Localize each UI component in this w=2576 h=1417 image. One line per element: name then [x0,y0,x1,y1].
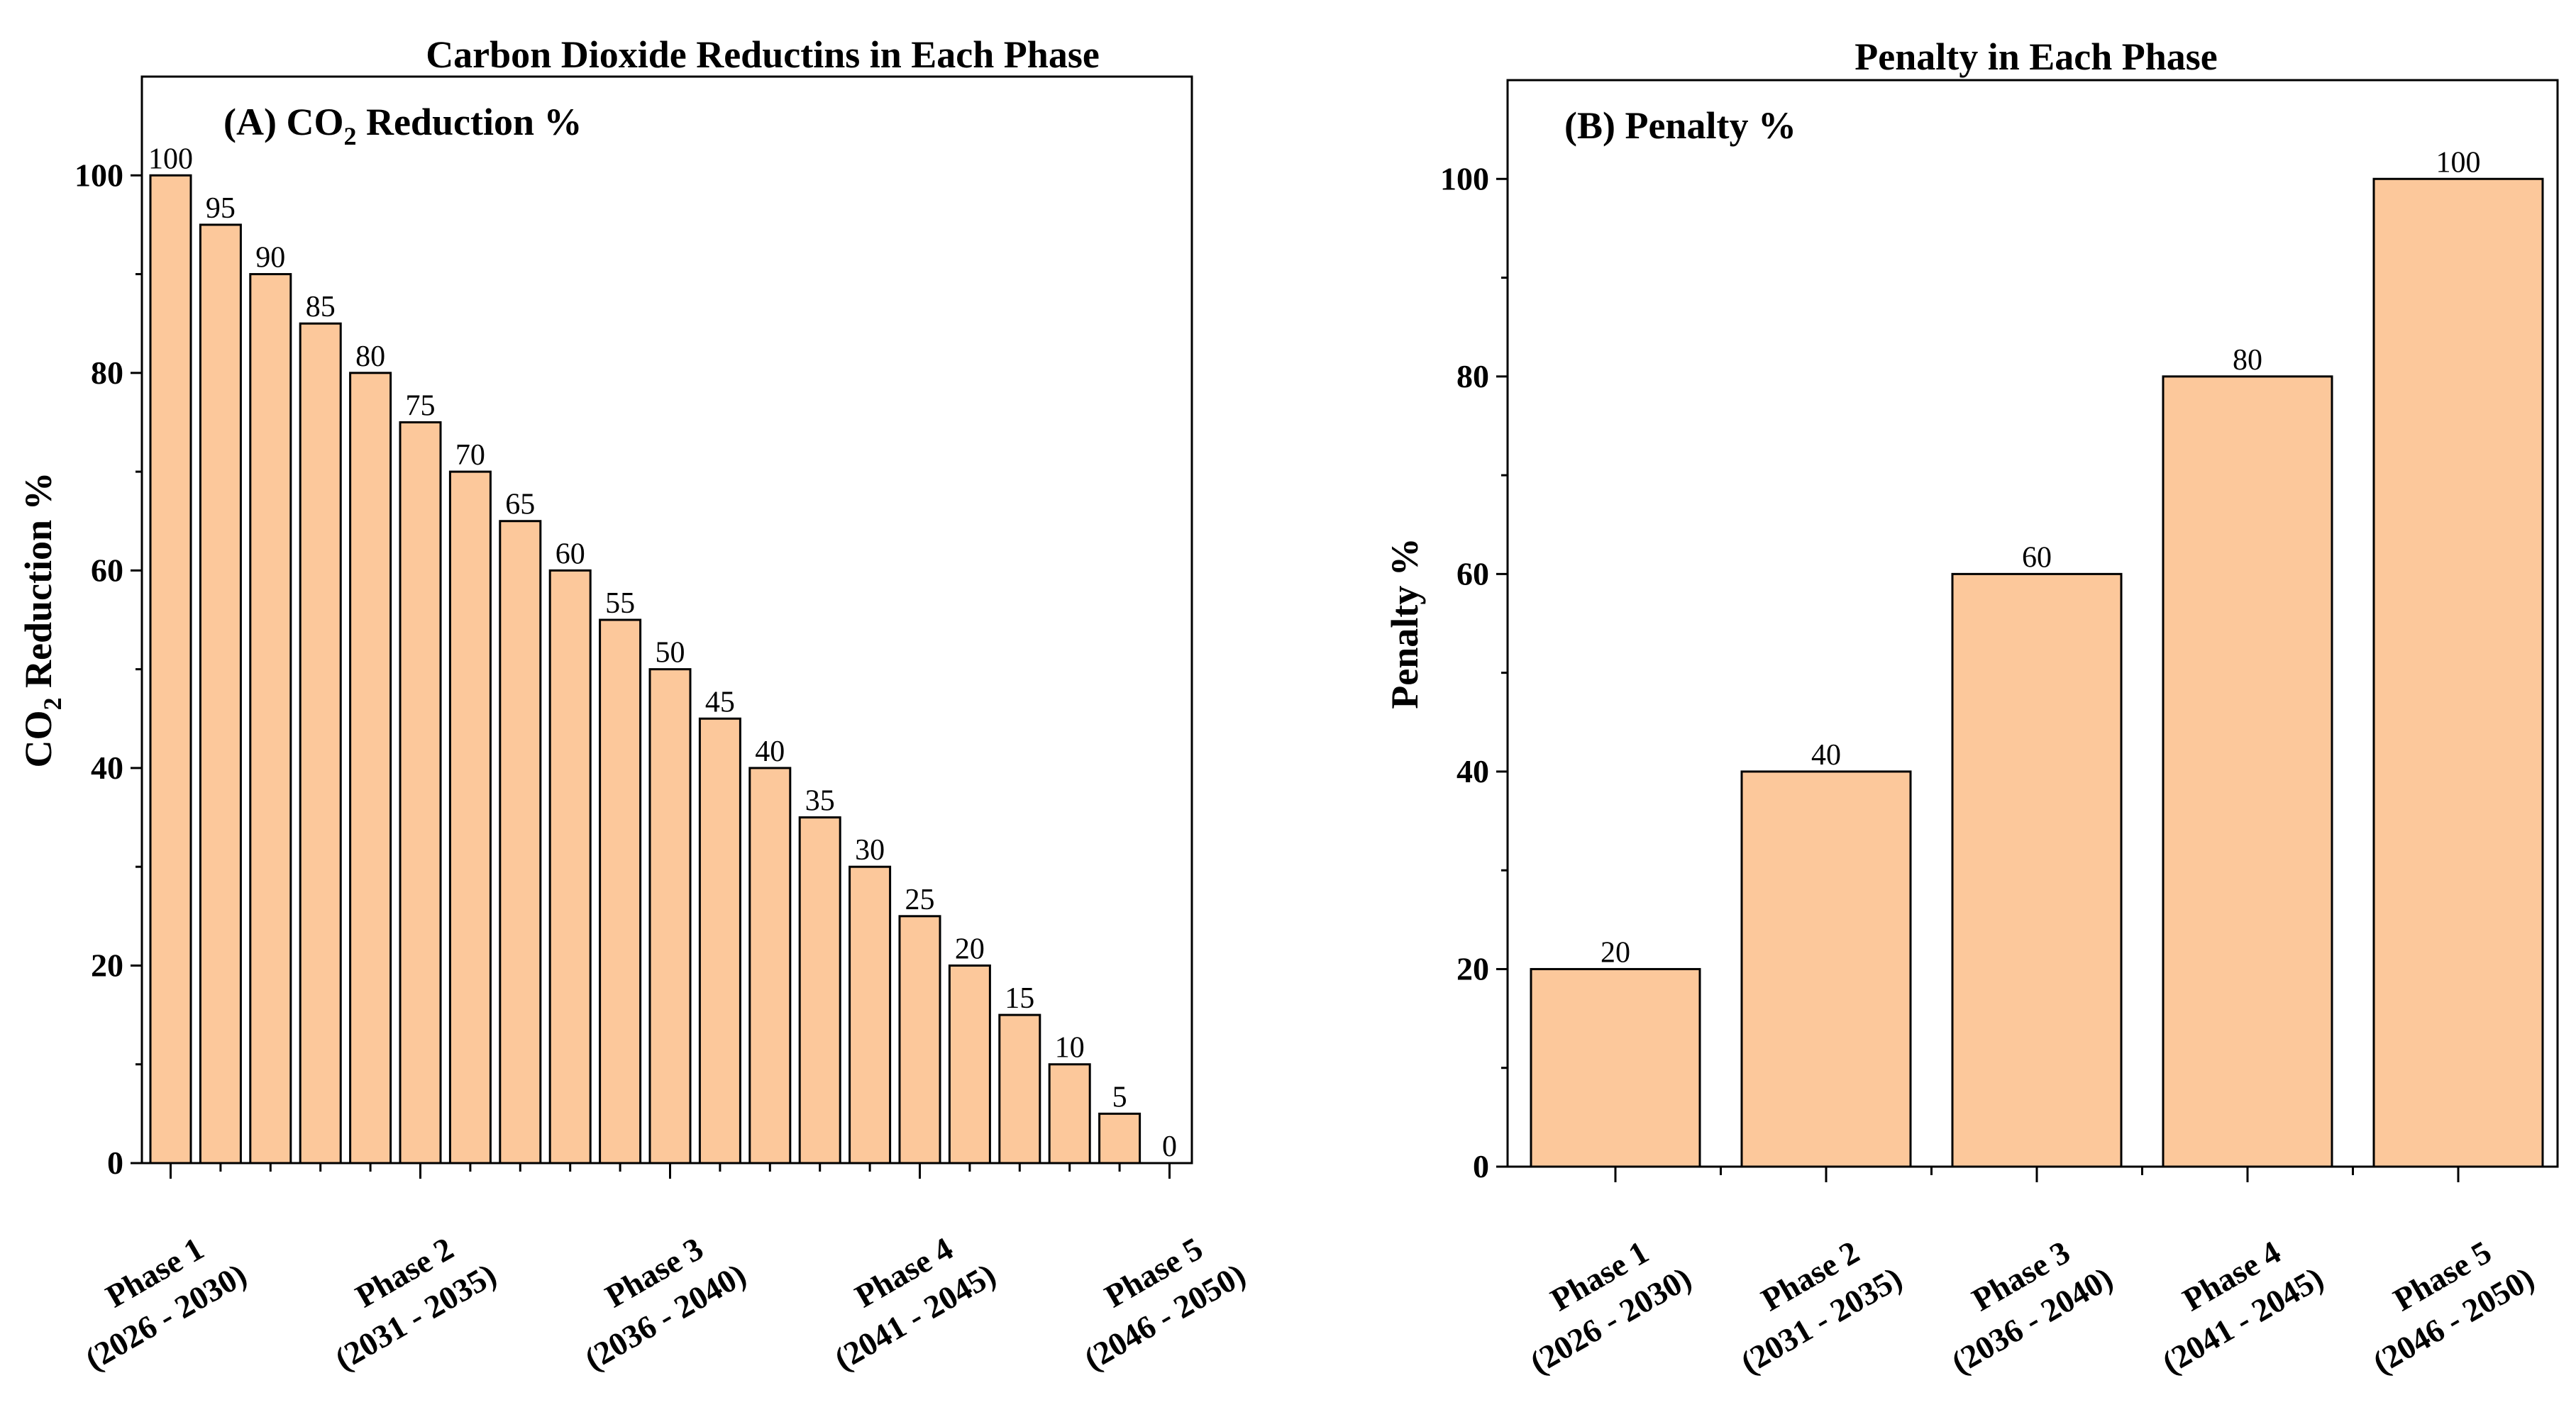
chart-a-data-label: 80 [355,340,385,373]
chart-a-bar [998,1013,1041,1165]
chart-a-bar [748,767,792,1165]
chart-a-bar [199,223,242,1165]
chart-b-y-tick-label: 80 [1456,358,1489,394]
chart-a-x-tick-label: Phase 1(2026 - 2030) [57,1218,253,1377]
chart-b-bars: 20 40 60 80 100 [1530,146,2544,1168]
chart-b-x-tick-label: Phase 4(2041 - 2045) [2134,1221,2330,1380]
chart-b-y-tick-label: 0 [1473,1148,1489,1184]
chart-a-bar [349,372,392,1165]
chart-b-title: Penalty in Each Phase [1854,35,2218,78]
chart-b-bar [1740,770,1912,1168]
chart-a-data-label: 40 [755,735,785,768]
chart-b-data-label: 40 [1811,739,1841,772]
chart-a-data-label: 15 [1005,982,1034,1015]
chart-a-data-label: 30 [855,834,885,867]
chart-a-y-axis: 0 20 40 60 80 100 [74,157,142,1181]
chart-a-bar [1098,1112,1141,1165]
chart-a-bar [948,964,991,1165]
chart-b-bar [2372,177,2544,1168]
chart-a-data-label: 60 [555,538,585,570]
chart-b-annotation: (B) Penalty % [1564,104,1796,147]
chart-a-data-label: 50 [656,637,685,669]
chart-a-data-label: 25 [905,884,935,916]
chart-a-data-label: 90 [255,242,285,274]
chart-a-bar [448,470,492,1165]
chart-b-bar [1530,967,1701,1168]
chart-b-bar [1951,572,2123,1168]
chart-a-data-label: 35 [805,785,835,818]
chart-b-bar [2162,375,2333,1168]
chart-a-y-tick-label: 100 [74,157,123,193]
chart-a-bars: 1009590858075706560555045403530252015105… [148,143,1177,1165]
chart-b-y-tick-label: 20 [1456,950,1489,987]
chart-a-y-tick-label: 0 [107,1145,123,1181]
chart-b-data-label: 80 [2233,344,2262,377]
chart-a-x-axis: Phase 1(2026 - 2030) Phase 2(2031 - 2035)… [57,1163,1251,1377]
chart-a-data-label: 85 [306,291,336,323]
chart-a-x-tick-label: Phase 2(2031 - 2035) [306,1218,502,1377]
chart-a-bar [499,520,542,1165]
chart-b-data-label: 60 [2022,541,2052,574]
chart-a-title: Carbon Dioxide Reductins in Each Phase [426,33,1100,76]
chart-a-data-label: 5 [1112,1081,1127,1113]
chart-a-data-label: 0 [1162,1130,1177,1163]
chart-a-y-tick-label: 60 [91,552,123,588]
chart-b-x-tick-label: Phase 3(2036 - 2040) [1923,1221,2119,1380]
chart-a-data-label: 100 [148,143,193,175]
chart-a-y-axis-label: CO2 Reduction % [17,472,67,767]
chart-a: Carbon Dioxide Reductins in Each Phase (… [17,33,1251,1377]
chart-a-x-tick-label: Phase 5(2046 - 2050) [1056,1218,1251,1377]
chart-a-y-tick-label: 40 [91,750,123,786]
chart-a-data-label: 95 [206,192,236,225]
chart-a-data-label: 10 [1055,1032,1085,1065]
chart-a-bar [848,865,892,1165]
chart-a-y-tick-label: 80 [91,355,123,391]
chart-b-y-axis-label: Penalty % [1383,538,1426,708]
chart-a-data-label: 70 [455,439,485,472]
chart-a-data-label: 65 [505,489,535,521]
chart-a-bar [399,421,442,1165]
chart-a-bar [599,618,642,1165]
chart-a-bar [249,273,292,1165]
chart-a-bar [548,569,592,1165]
chart-a-data-label: 55 [605,587,635,620]
chart-a-bar [698,717,741,1165]
chart-a-annotation: (A) CO2 Reduction % [223,101,582,150]
chart-a-bar [648,668,692,1165]
chart-b-x-tick-label: Phase 2(2031 - 2035) [1713,1221,1908,1380]
chart-a-bar [1048,1063,1091,1165]
chart-b-y-tick-label: 60 [1456,555,1489,591]
chart-b-x-axis: Phase 1(2026 - 2030) Phase 2(2031 - 2035)… [1502,1167,2541,1381]
chart-b: Penalty in Each Phase (B) Penalty % Pena… [1383,35,2559,1381]
chart-a-bar [798,816,841,1165]
chart-b-y-tick-label: 40 [1456,753,1489,789]
chart-b-x-tick-label: Phase 5(2046 - 2050) [2345,1221,2541,1380]
chart-b-data-label: 20 [1601,936,1630,969]
chart-b-x-tick-label: Phase 1(2026 - 2030) [1502,1221,1698,1380]
chart-b-data-label: 100 [2436,146,2481,179]
chart-a-y-tick-label: 20 [91,947,123,983]
chart-a-bar [898,915,941,1165]
chart-a-bar [149,174,192,1165]
chart-a-x-tick-label: Phase 4(2041 - 2045) [806,1218,1002,1377]
chart-a-data-label: 45 [705,686,735,718]
chart-b-y-tick-label: 100 [1440,160,1489,196]
chart-b-y-axis: 0 20 40 60 80 100 [1440,160,1508,1184]
chart-a-x-tick-label: Phase 3(2036 - 2040) [556,1218,752,1377]
chart-a-bar [299,322,342,1165]
chart-a-data-label: 75 [406,389,436,422]
chart-a-data-label: 20 [955,933,985,965]
